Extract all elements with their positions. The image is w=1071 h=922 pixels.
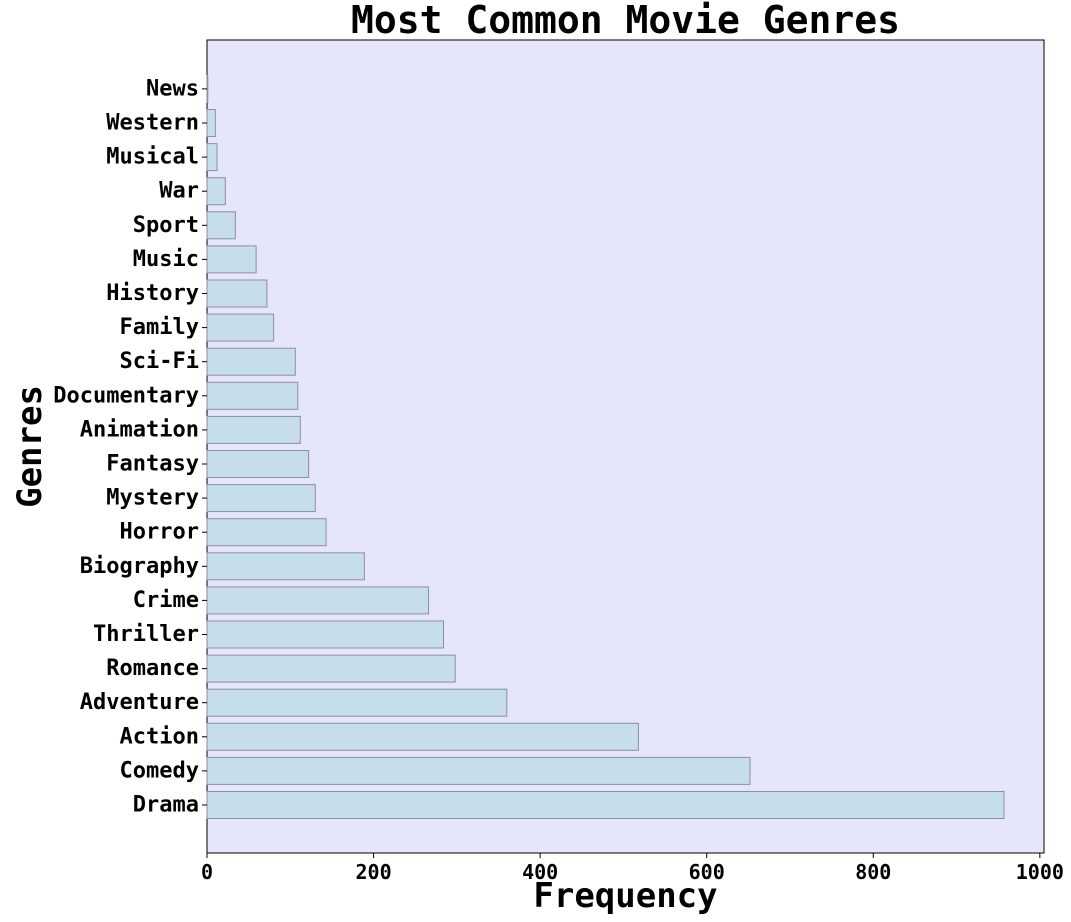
bar-western <box>206 109 216 137</box>
category-label: Musical <box>106 145 199 170</box>
bar-animation <box>206 415 301 444</box>
category-label: Sport <box>133 213 199 238</box>
x-tick-label: 800 <box>855 860 891 884</box>
x-ticks-group: 0 200 400 600 800 1000 <box>201 853 1064 884</box>
bar-music <box>206 245 257 274</box>
category-label: Music <box>133 247 199 272</box>
category-label: Crime <box>133 588 199 613</box>
category-label: Adventure <box>80 690 199 715</box>
x-tick-label: 200 <box>356 860 392 884</box>
bar-drama <box>206 791 1005 819</box>
category-label: Documentary <box>53 383 199 408</box>
bar-comedy <box>206 756 751 785</box>
bars-group <box>206 74 1005 819</box>
bar-romance <box>206 654 456 683</box>
bar-thriller <box>206 620 445 649</box>
category-label: Thriller <box>93 622 199 647</box>
x-tick-label: 0 <box>201 860 213 884</box>
bar-documentary <box>206 381 299 410</box>
bar-adventure <box>206 688 508 717</box>
category-label: Animation <box>80 417 199 442</box>
bar-mystery <box>206 484 316 513</box>
category-label: News <box>146 76 199 101</box>
x-tick-label: 400 <box>522 860 558 884</box>
plot-area <box>206 39 1045 854</box>
bar-war <box>206 177 226 206</box>
x-tick-label: 600 <box>689 860 725 884</box>
category-labels-group: Drama Comedy Action Adventure Romance Thrille… <box>53 76 207 818</box>
category-label: Biography <box>80 554 199 579</box>
category-label: Western <box>106 111 199 136</box>
category-label: Horror <box>120 520 199 545</box>
bar-history <box>206 279 268 308</box>
bar-crime <box>206 586 430 615</box>
bar-fantasy <box>206 450 310 478</box>
category-label: Sci-Fi <box>120 349 199 374</box>
category-label: Drama <box>133 793 199 818</box>
category-label: Mystery <box>106 486 199 511</box>
bar-news <box>206 74 209 103</box>
bar-sport <box>206 211 236 240</box>
bar-horror <box>206 518 327 547</box>
category-label: Fantasy <box>106 452 199 477</box>
category-label: Romance <box>106 656 199 681</box>
y-axis-label: Genres <box>10 385 50 508</box>
x-tick-label: 1000 <box>1016 860 1064 884</box>
bar-family <box>206 313 275 342</box>
category-label: Family <box>120 315 199 340</box>
bar-biography <box>206 552 365 581</box>
bar-musical <box>206 143 218 172</box>
category-label: History <box>106 281 199 306</box>
chart-title: Most Common Movie Genres <box>351 0 900 42</box>
bar-sci-fi <box>206 347 296 376</box>
bar-action <box>206 722 639 751</box>
category-label: Action <box>120 724 199 749</box>
x-axis-label: Frequency <box>533 876 717 916</box>
category-label: War <box>159 179 199 204</box>
category-label: Comedy <box>120 758 199 783</box>
